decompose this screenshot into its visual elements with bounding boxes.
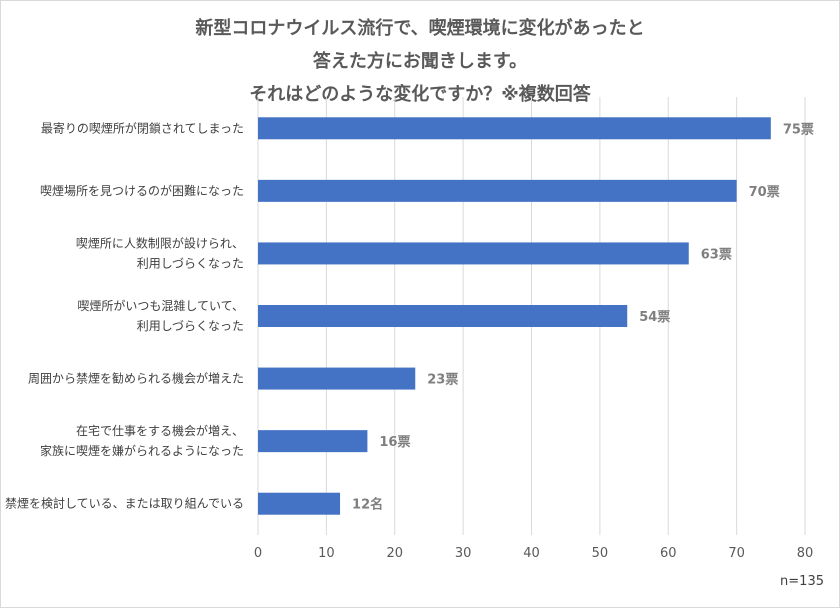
sample-size-note: n=135 xyxy=(780,574,824,589)
data-label: 16票 xyxy=(379,434,410,450)
data-label: 70票 xyxy=(749,184,780,200)
category-label: 家族に喫煙を嫌がられるようになった xyxy=(40,443,244,458)
bar xyxy=(258,492,341,515)
x-tick-label: 60 xyxy=(660,546,677,561)
category-label: 利用しづらくなった xyxy=(137,256,244,270)
x-tick-label: 0 xyxy=(254,546,262,561)
title-line-2: 答えた方にお聞きします。 xyxy=(312,51,528,72)
category-label: 禁煙を検討している、または取り組んでいる xyxy=(5,496,244,511)
bar xyxy=(258,179,737,202)
category-label: 最寄りの喫煙所が閉鎖されてしまった xyxy=(41,120,244,135)
category-label: 喫煙場所を見つけるのが困難になった xyxy=(40,183,244,198)
x-tick-label: 40 xyxy=(523,546,540,561)
data-label: 54票 xyxy=(639,309,670,325)
category-label: 喫煙所に人数制限が設けられ、 xyxy=(76,235,244,250)
x-tick-label: 30 xyxy=(455,546,472,561)
bar xyxy=(258,242,689,265)
x-tick-label: 80 xyxy=(797,546,814,561)
data-label: 23票 xyxy=(427,372,458,388)
x-tick-label: 10 xyxy=(318,546,335,561)
data-label: 12名 xyxy=(352,497,383,513)
data-label: 75票 xyxy=(783,121,814,137)
x-tick-label: 20 xyxy=(386,546,403,561)
data-label: 63票 xyxy=(701,246,732,262)
title-line-3: それはどのような変化ですか？※複数回答 xyxy=(249,84,591,105)
category-label: 喫煙所がいつも混雑していて、 xyxy=(77,298,244,313)
bar xyxy=(258,305,628,327)
category-label: 利用しづらくなった xyxy=(137,319,244,333)
x-tick-label: 50 xyxy=(592,546,609,561)
title-line-1: 新型コロナウイルス流行で、喫煙環境に変化があったと xyxy=(195,18,645,39)
bar xyxy=(258,117,771,140)
category-label: 周囲から禁煙を勧められる機会が増えた xyxy=(28,371,244,386)
chart-title: 新型コロナウイルス流行で、喫煙環境に変化があったと 答えた方にお聞きします。 そ… xyxy=(0,12,840,111)
bar xyxy=(258,430,368,453)
x-tick-label: 70 xyxy=(728,546,745,561)
category-label: 在宅で仕事をする機会が増え、 xyxy=(76,423,244,438)
bar xyxy=(258,367,416,390)
